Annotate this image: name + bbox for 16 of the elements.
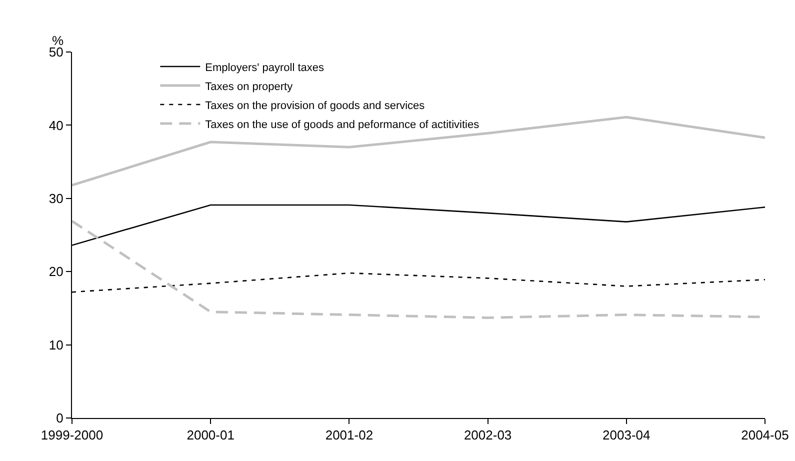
x-tick-label: 2001-02 <box>325 428 374 443</box>
y-tick-label: 10 <box>48 337 64 352</box>
x-tick-label: 2003-04 <box>602 428 650 443</box>
y-tick-label: 0 <box>56 410 64 426</box>
legend-label: Taxes on the use of goods and peformance of actitivities <box>205 118 480 131</box>
x-tick-label: 2004-05 <box>741 428 789 443</box>
x-tick-label: 2000-01 <box>186 428 234 443</box>
y-tick-label: 30 <box>48 190 64 206</box>
legend-label: Employers' payroll taxes <box>205 62 325 74</box>
y-tick-label: 20 <box>48 264 64 280</box>
x-tick-label: 2002-03 <box>464 428 512 443</box>
y-tick-label: 40 <box>48 118 64 133</box>
legend-label: Taxes on property <box>205 80 294 93</box>
line-series <box>72 116 765 186</box>
legend-label: Taxes on the provision of goods and services <box>205 100 426 112</box>
x-tick-label: 1999-2000 <box>40 428 104 443</box>
